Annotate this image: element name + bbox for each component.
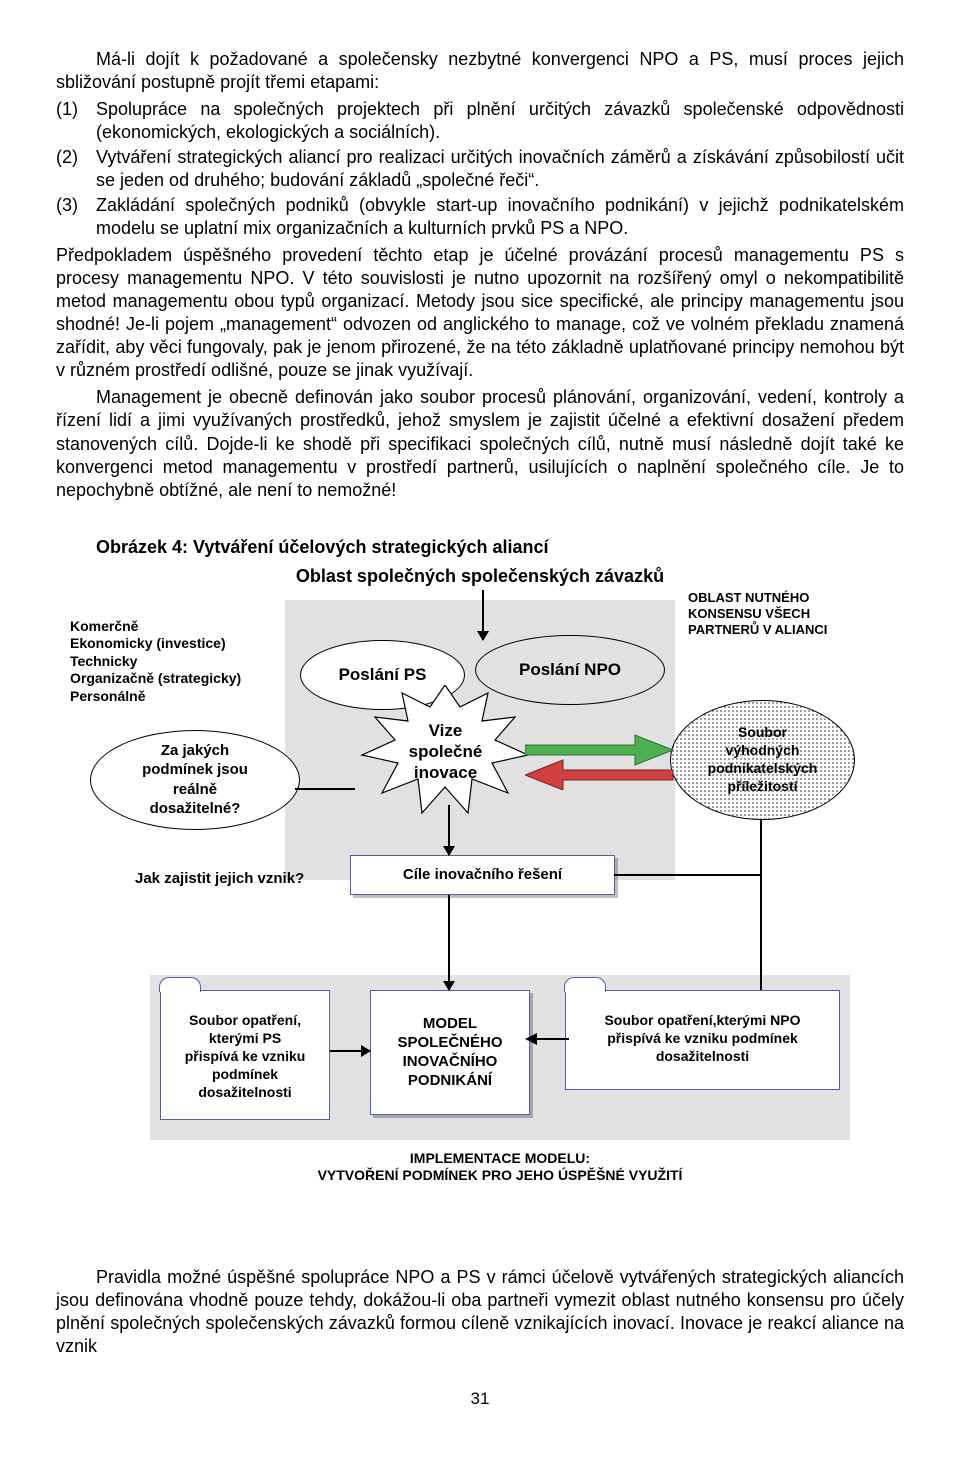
list-item: (3) Zakládání společných podniků (obvykl…: [56, 194, 904, 240]
vision-label: Vize společné inovace: [388, 720, 503, 784]
list-text: Spolupráce na společných projektech při …: [96, 98, 904, 144]
connector: [330, 1050, 370, 1052]
figure-subtitle: Oblast společných společenských závazků: [56, 565, 904, 588]
model-label: MODEL SPOLEČNÉHO INOVAČNÍHO PODNIKÁNÍ: [397, 1014, 502, 1091]
list-number: (1): [56, 98, 96, 144]
diagram: Komerčně Ekonomicky (investice) Technick…: [70, 590, 890, 1230]
closing-paragraph: Pravidla možné úspěšné spolupráce NPO a …: [56, 1266, 904, 1358]
paragraph: Předpokladem úspěšného provedení těchto …: [56, 244, 904, 382]
mission-npo-label: Poslání NPO: [519, 659, 621, 681]
connector: [614, 874, 762, 876]
mission-ps-label: Poslání PS: [339, 664, 427, 686]
implementation-label: IMPLEMENTACE MODELU: VYTVOŘENÍ PODMÍNEK …: [240, 1150, 760, 1185]
connector: [448, 805, 450, 855]
list-number: (2): [56, 146, 96, 192]
figure-title: Obrázek 4: Vytváření účelových strategic…: [96, 536, 904, 559]
ps-measures-label: Soubor opatření, kterými PS přispívá ke …: [185, 1012, 306, 1101]
page-number: 31: [56, 1388, 904, 1410]
conditions-label: Za jakých podmínek jsou reálně dosažitel…: [142, 741, 248, 818]
npo-measures-label: Soubor opatření,kterými NPO přispívá ke …: [604, 1012, 800, 1064]
list-item: (2) Vytváření strategických aliancí pro …: [56, 146, 904, 192]
goals-box: Cíle inovačního řešení: [350, 855, 615, 895]
model-box: MODEL SPOLEČNÉHO INOVAČNÍHO PODNIKÁNÍ: [370, 990, 530, 1115]
attribute-list: Komerčně Ekonomicky (investice) Technick…: [70, 618, 241, 706]
opportunities-label: Soubor výhodných podnikatelských příleži…: [708, 724, 818, 796]
consensus-note: OBLAST NUTNÉHO KONSENSU VŠECH PARTNERŮ V…: [688, 590, 827, 639]
connector: [295, 788, 355, 790]
connector: [525, 1030, 569, 1048]
how-ensure-label: Jak zajistit jejich vznik?: [135, 870, 304, 889]
two-way-arrows-icon: [525, 730, 675, 790]
conditions-ellipse: Za jakých podmínek jsou reálně dosažitel…: [90, 730, 300, 830]
npo-measures-scroll: Soubor opatření,kterými NPO přispívá ke …: [565, 990, 840, 1090]
list-item: (1) Spolupráce na společných projektech …: [56, 98, 904, 144]
goals-label: Cíle inovačního řešení: [403, 865, 562, 884]
opportunities-ellipse: Soubor výhodných podnikatelských příleži…: [670, 700, 855, 820]
list-text: Vytváření strategických aliancí pro real…: [96, 146, 904, 192]
intro-paragraph: Má-li dojít k požadované a společensky n…: [56, 48, 904, 94]
connector: [760, 820, 762, 990]
ps-measures-scroll: Soubor opatření, kterými PS přispívá ke …: [160, 990, 330, 1120]
numbered-list: (1) Spolupráce na společných projektech …: [56, 98, 904, 240]
list-text: Zakládání společných podniků (obvykle st…: [96, 194, 904, 240]
connector: [448, 895, 450, 990]
connector: [482, 590, 484, 640]
paragraph: Management je obecně definován jako soub…: [56, 386, 904, 501]
list-number: (3): [56, 194, 96, 240]
